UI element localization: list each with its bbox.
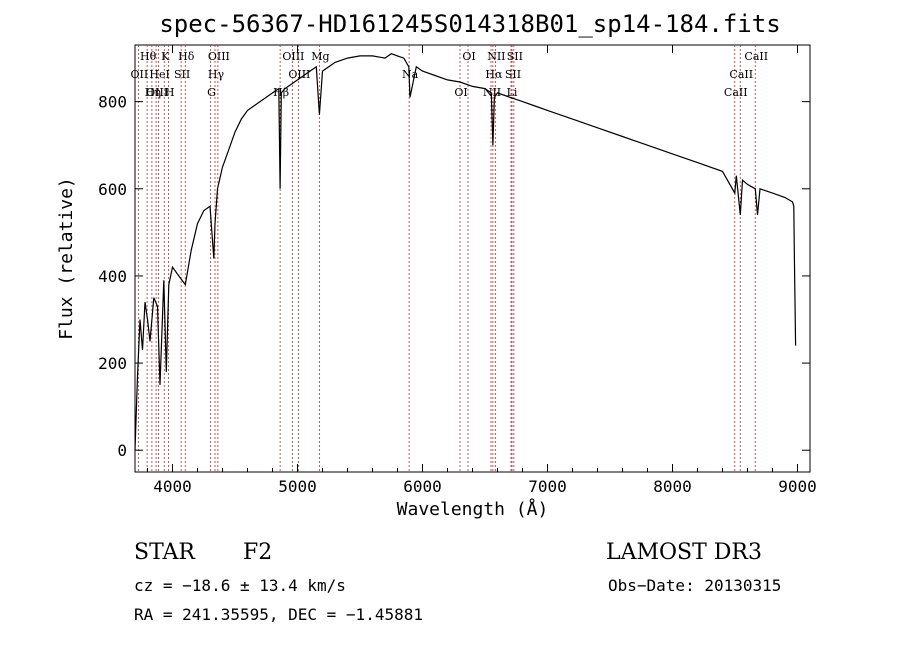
line-label-15: Mg (311, 50, 329, 63)
line-label-0: Hθ (140, 50, 157, 63)
y-tick-label-3: 600 (98, 180, 127, 199)
line-label-10: Hγ (208, 68, 225, 81)
line-label-23: Li (507, 86, 518, 99)
line-label-6: Hδ (178, 50, 195, 63)
plot-frame (134, 44, 811, 473)
line-label-1: OII (131, 68, 149, 81)
line-label-11: G (207, 86, 216, 99)
line-label-24: SII (507, 50, 523, 63)
x-tick-label-5: 9000 (778, 477, 817, 496)
obs-date: Obs−Date: 20130315 (608, 576, 782, 595)
cz-value: cz = −18.6 ± 13.4 km/s (134, 576, 346, 595)
y-axis-label: Flux (relative) (56, 177, 77, 340)
line-label-19: Hα (485, 68, 503, 81)
line-label-2: OIII (146, 86, 168, 99)
line-label-18: OI (462, 50, 475, 63)
line-label-27: CaII (744, 50, 768, 63)
x-tick-label-0: 4000 (153, 477, 192, 496)
x-tick-label-1: 5000 (278, 477, 317, 496)
line-label-22: SII (505, 68, 521, 81)
x-axis-label: Wavelength (Å) (397, 498, 549, 520)
object-class: STAR (134, 540, 195, 565)
survey-label: LAMOST DR3 (606, 540, 762, 565)
y-tick-label-4: 800 (98, 93, 127, 112)
x-tick-label-4: 8000 (653, 477, 692, 496)
line-label-17: OI (454, 86, 467, 99)
object-subclass: F2 (243, 540, 273, 565)
line-label-26: CaII (724, 86, 748, 99)
line-label-21: NII (487, 50, 505, 63)
line-label-13: OIII (288, 68, 310, 81)
line-label-12: OIII (282, 50, 304, 63)
line-label-25: CaII (729, 68, 753, 81)
line-label-9: OIII (208, 50, 230, 63)
ra-dec: RA = 241.35595, DEC = −1.45881 (134, 605, 423, 624)
chart-title: spec-56367-HD161245S014318B01_sp14-184.f… (159, 10, 780, 38)
y-tick-label-1: 200 (98, 354, 127, 373)
line-label-7: SII (174, 68, 190, 81)
line-label-8: H (165, 86, 175, 99)
line-label-4: HeI (149, 68, 169, 81)
line-label-5: Hη (145, 86, 161, 99)
line-label-20: NII (483, 86, 501, 99)
y-tick-label-0: 0 (117, 441, 127, 460)
y-tick-label-2: 400 (98, 267, 127, 286)
series-spectrum (134, 53, 797, 451)
x-tick-label-2: 6000 (403, 477, 442, 496)
line-label-3: K (161, 50, 170, 63)
x-tick-label-3: 7000 (528, 477, 567, 496)
